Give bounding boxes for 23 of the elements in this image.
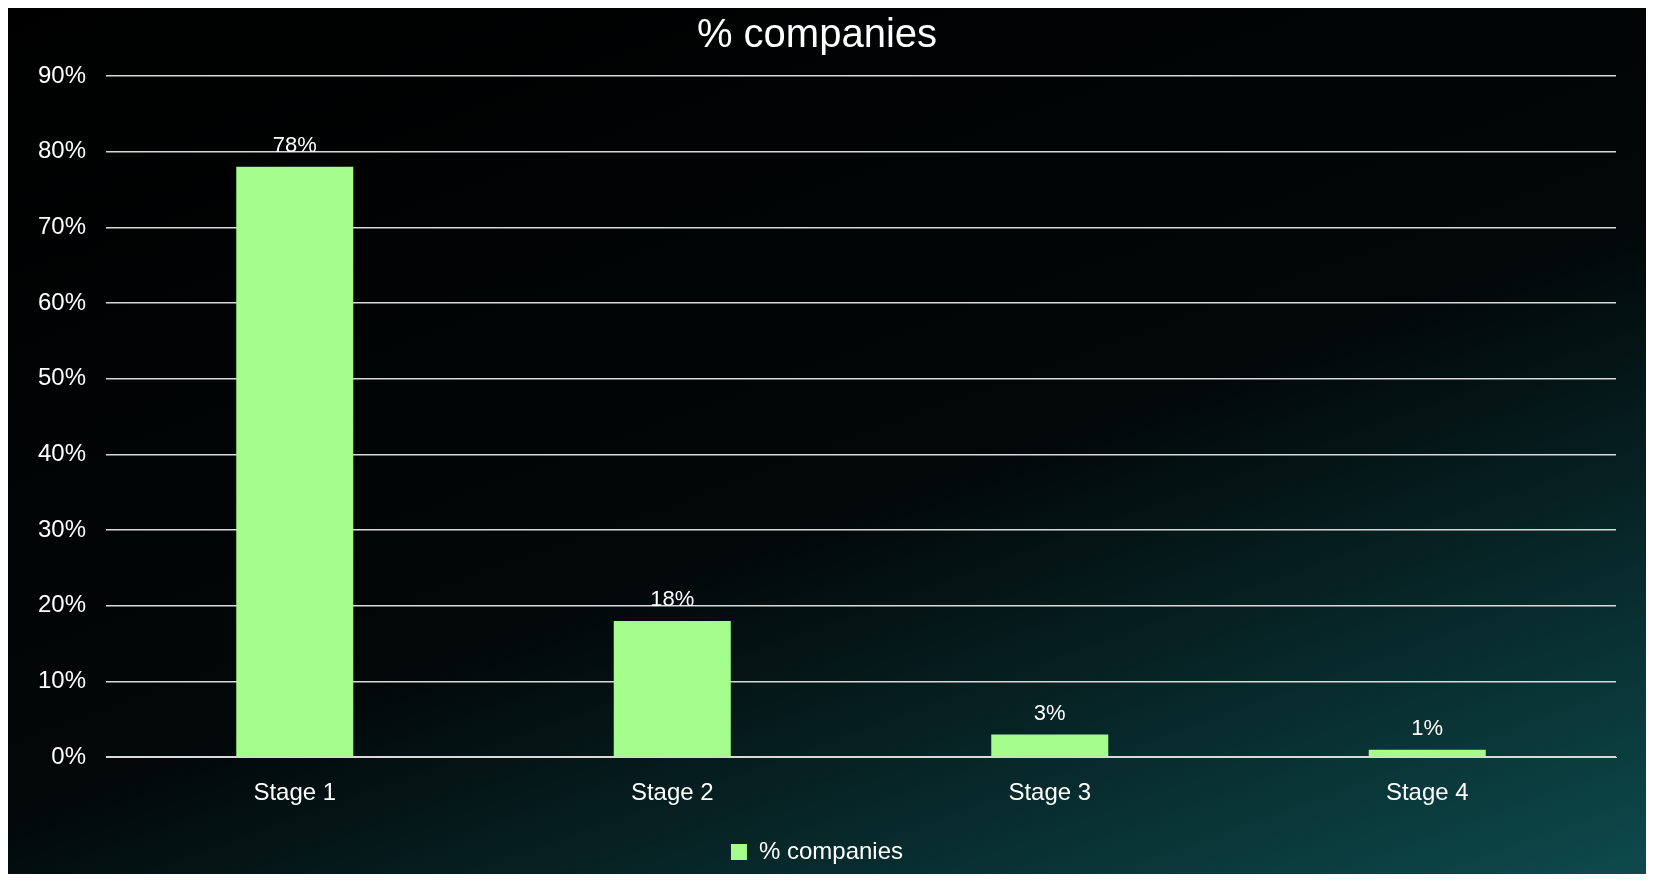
y-tick-label: 30%: [37, 514, 87, 542]
data-label: 3%: [1033, 699, 1066, 725]
bar: [236, 166, 354, 757]
data-label: 1%: [1411, 714, 1444, 740]
x-tick-label: Stage 2: [630, 778, 714, 806]
legend-label: % companies: [758, 836, 904, 864]
y-tick-label: 20%: [37, 590, 87, 618]
y-tick-label: 50%: [37, 363, 87, 391]
y-tick-label: 10%: [37, 666, 87, 694]
bar: [991, 734, 1109, 757]
y-tick-label: 60%: [37, 287, 87, 315]
x-tick-label: Stage 3: [1008, 778, 1092, 806]
y-tick-label: 40%: [37, 439, 87, 467]
chart-title: % companies: [696, 11, 938, 56]
x-tick-label: Stage 4: [1385, 778, 1469, 806]
y-tick-label: 70%: [37, 212, 87, 239]
bar: [613, 620, 731, 757]
x-tick-label: Stage 1: [253, 778, 337, 806]
y-tick-label: 80%: [37, 136, 87, 164]
y-tick-label: 90%: [37, 60, 87, 88]
data-label: 78%: [272, 131, 317, 157]
data-label: 18%: [650, 586, 695, 612]
y-tick-label: 0%: [51, 741, 87, 769]
